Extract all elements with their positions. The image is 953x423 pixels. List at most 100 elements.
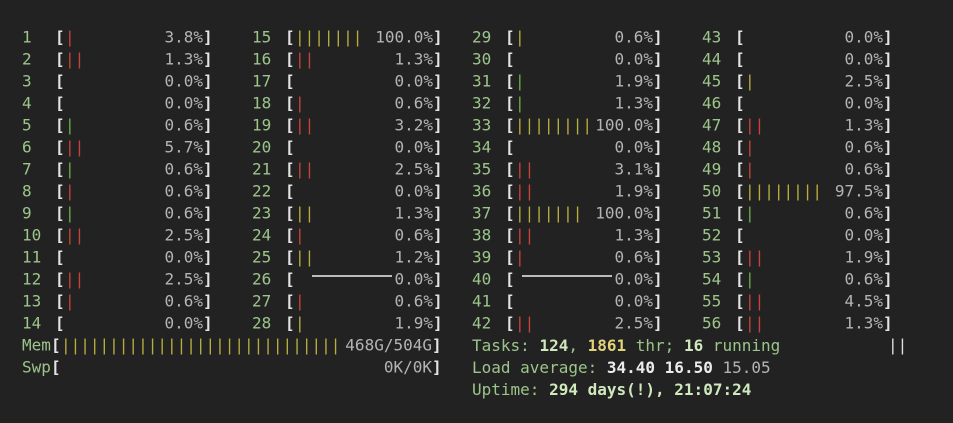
cpu-id: 7 bbox=[22, 160, 32, 179]
bracket: [ bbox=[505, 160, 515, 179]
meter-label: Swp bbox=[22, 358, 51, 377]
summary-text: Load average: bbox=[472, 358, 607, 377]
bracket: ] bbox=[653, 248, 663, 267]
bracket: [ bbox=[505, 270, 515, 289]
cpu-value: 1.9% bbox=[614, 72, 653, 91]
bracket: ] bbox=[203, 160, 213, 179]
bracket: ] bbox=[883, 28, 893, 47]
cpu-id: 36 bbox=[472, 182, 491, 201]
bracket: ] bbox=[433, 226, 443, 245]
bracket: [ bbox=[285, 182, 295, 201]
cpu-id: 54 bbox=[702, 270, 721, 289]
bracket: [ bbox=[285, 226, 295, 245]
bracket: [ bbox=[735, 204, 745, 223]
cpu-id: 50 bbox=[702, 182, 721, 201]
cpu-id: 2 bbox=[22, 50, 32, 69]
cpu-bar: || bbox=[65, 270, 84, 289]
summary-text: 294 days(!), 21:07:24 bbox=[549, 380, 751, 399]
cpu-id: 53 bbox=[702, 248, 721, 267]
cpu-id: 8 bbox=[22, 182, 32, 201]
cpu-value: 3.2% bbox=[394, 116, 433, 135]
cpu-bar: || bbox=[745, 292, 764, 311]
bracket: ] bbox=[653, 50, 663, 69]
bracket: ] bbox=[883, 182, 893, 201]
bracket: ] bbox=[653, 28, 663, 47]
cpu-value: 0.0% bbox=[614, 292, 653, 311]
cpu-bar: || bbox=[515, 314, 534, 333]
cpu-id: 22 bbox=[252, 182, 271, 201]
cpu-value: 97.5% bbox=[835, 182, 884, 201]
cpu-id: 1 bbox=[22, 28, 32, 47]
bracket: [ bbox=[505, 292, 515, 311]
cpu-id: 10 bbox=[22, 226, 41, 245]
cpu-value: 5.7% bbox=[164, 138, 203, 157]
bracket: [ bbox=[55, 248, 65, 267]
bracket: ] bbox=[203, 138, 213, 157]
cpu-value: 3.1% bbox=[614, 160, 653, 179]
bracket: ] bbox=[883, 292, 893, 311]
bracket: [ bbox=[285, 94, 295, 113]
cpu-value: 0.6% bbox=[844, 160, 883, 179]
cpu-value: 100.0% bbox=[595, 116, 653, 135]
cpu-value: 0.6% bbox=[844, 204, 883, 223]
bracket: ] bbox=[883, 314, 893, 333]
bracket: [ bbox=[285, 204, 295, 223]
meter-value: 468G/504G bbox=[345, 336, 432, 355]
cpu-bar: ||||||| bbox=[295, 28, 362, 47]
bracket: [ bbox=[55, 28, 65, 47]
cpu-id: 39 bbox=[472, 248, 491, 267]
cpu-value: 2.5% bbox=[164, 226, 203, 245]
summary-text bbox=[655, 358, 665, 377]
bracket: [ bbox=[55, 94, 65, 113]
bracket: [ bbox=[285, 138, 295, 157]
bracket: [ bbox=[285, 270, 295, 289]
bracket: [ bbox=[55, 226, 65, 245]
bracket: [ bbox=[735, 138, 745, 157]
cpu-id: 33 bbox=[472, 116, 491, 135]
cpu-id: 13 bbox=[22, 292, 41, 311]
bracket: ] bbox=[883, 204, 893, 223]
bracket: ] bbox=[433, 292, 443, 311]
summary-text: 15.05 bbox=[713, 358, 771, 377]
bracket: [ bbox=[735, 270, 745, 289]
bracket: [ bbox=[505, 138, 515, 157]
cpu-value: 0.0% bbox=[164, 314, 203, 333]
cpu-id: 45 bbox=[702, 72, 721, 91]
summary-line: Tasks: 124, 1861 thr; 16 running bbox=[472, 336, 780, 355]
cpu-value: 2.5% bbox=[614, 314, 653, 333]
bracket: ] bbox=[653, 182, 663, 201]
summary-text: Tasks: bbox=[472, 336, 539, 355]
cpu-id: 41 bbox=[472, 292, 491, 311]
cpu-value: 1.9% bbox=[844, 248, 883, 267]
bracket: [ bbox=[505, 204, 515, 223]
bracket: [ bbox=[55, 50, 65, 69]
cpu-value: 0.0% bbox=[394, 182, 433, 201]
bracket: [ bbox=[735, 226, 745, 245]
cpu-value: 0.0% bbox=[164, 94, 203, 113]
cpu-value: 1.3% bbox=[394, 204, 433, 223]
bracket: ] bbox=[883, 94, 893, 113]
cpu-bar: || bbox=[65, 50, 84, 69]
bracket: [ bbox=[285, 248, 295, 267]
cpu-value: 0.0% bbox=[614, 138, 653, 157]
bracket: ] bbox=[653, 204, 663, 223]
bracket: [ bbox=[285, 292, 295, 311]
bracket: [ bbox=[735, 160, 745, 179]
bracket: [ bbox=[285, 116, 295, 135]
cpu-id: 4 bbox=[22, 94, 32, 113]
bracket: [ bbox=[505, 248, 515, 267]
cpu-bar: |||||||| bbox=[745, 182, 822, 201]
bracket: ] bbox=[433, 270, 443, 289]
cpu-bar: || bbox=[295, 248, 314, 267]
bracket: [ bbox=[735, 94, 745, 113]
cpu-value: 2.5% bbox=[164, 270, 203, 289]
cpu-id: 18 bbox=[252, 94, 271, 113]
bracket: ] bbox=[433, 116, 443, 135]
bracket: [ bbox=[285, 160, 295, 179]
bracket: [ bbox=[735, 116, 745, 135]
bracket: ] bbox=[653, 116, 663, 135]
bracket: [ bbox=[505, 314, 515, 333]
bracket: [ bbox=[285, 72, 295, 91]
cpu-id: 14 bbox=[22, 314, 41, 333]
